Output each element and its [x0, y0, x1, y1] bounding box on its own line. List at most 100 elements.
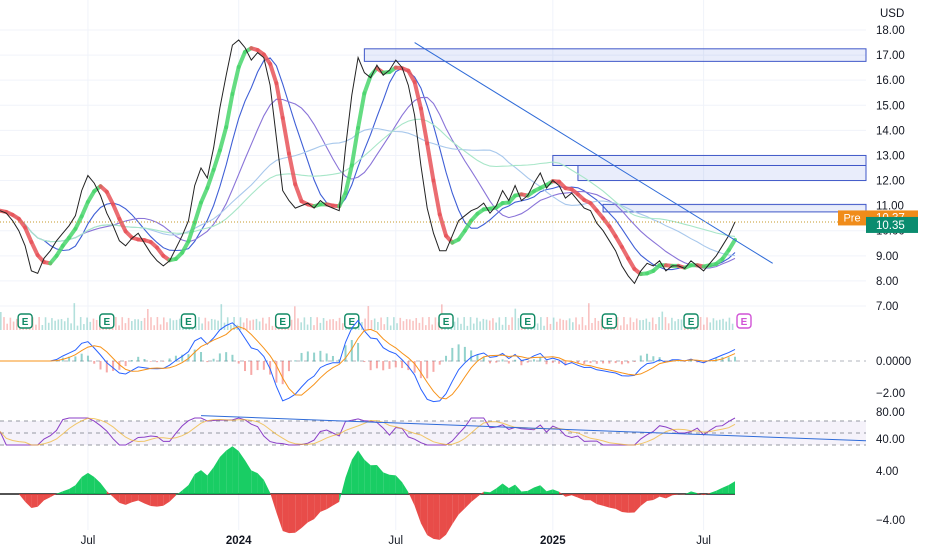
macd-histogram-bar: [313, 353, 315, 362]
macd-histogram-bar: [100, 361, 102, 370]
macd-histogram-bar: [646, 354, 648, 362]
macd-histogram-bar: [263, 361, 265, 370]
time-tick-label: Jul: [696, 535, 711, 547]
upcoming-earnings-marker: E: [737, 314, 751, 328]
volume-bar: [553, 318, 555, 330]
macd-histogram-bar: [401, 361, 403, 368]
volume-bar: [435, 317, 437, 330]
volume-bar: [256, 319, 258, 330]
macd-histogram-bar: [363, 361, 365, 362]
momentum-area: [333, 494, 339, 506]
volume-bar: [495, 323, 497, 330]
trend-overlay-segment: [239, 52, 245, 67]
volume-bar: [339, 318, 341, 330]
macd-histogram-bar: [301, 353, 303, 362]
momentum-area: [716, 488, 722, 494]
volume-bar: [262, 318, 264, 330]
macd-histogram-bar: [640, 356, 642, 362]
earnings-marker: E: [181, 314, 195, 328]
momentum-area: [138, 494, 144, 504]
momentum-tick-label: 4.00: [876, 466, 898, 478]
macd-histogram-bar: [156, 361, 158, 362]
macd-histogram-bar: [615, 361, 617, 363]
volume-bar: [268, 317, 270, 330]
momentum-area: [276, 494, 282, 531]
macd-histogram-bar: [470, 350, 472, 361]
momentum-area: [647, 494, 653, 501]
macd-histogram-bar: [326, 353, 328, 361]
volume-bar: [80, 317, 82, 330]
momentum-area: [584, 494, 590, 500]
momentum-area: [597, 494, 603, 506]
resistance-zone: [578, 165, 866, 180]
momentum-area: [666, 494, 672, 498]
momentum-area: [195, 470, 201, 494]
volume-bar: [153, 325, 155, 330]
macd-histogram-bar: [583, 361, 585, 364]
earnings-marker-label: E: [279, 317, 286, 328]
momentum-area: [188, 474, 194, 494]
volume-bar: [630, 317, 632, 330]
earnings-marker: E: [276, 314, 290, 328]
volume-bar: [83, 324, 85, 330]
volume-bar: [173, 320, 175, 330]
macd-histogram-bar: [439, 361, 441, 365]
volume-bar: [86, 318, 88, 330]
momentum-area: [220, 451, 226, 494]
volume-bar: [342, 323, 344, 330]
volume-bar: [713, 318, 715, 330]
momentum-area: [251, 470, 257, 494]
trend-overlay-segment: [427, 144, 433, 181]
volume-bar: [636, 318, 638, 330]
momentum-area: [389, 475, 395, 494]
volume-bar: [425, 325, 427, 330]
momentum-area: [327, 494, 333, 509]
volume-bar: [594, 318, 596, 330]
trend-overlay-segment: [25, 228, 31, 242]
momentum-area: [710, 491, 716, 494]
volume-bar: [537, 323, 539, 330]
volume-bar: [118, 325, 120, 330]
momentum-area: [302, 494, 308, 528]
volume-bar: [371, 320, 373, 330]
momentum-tick-label: −4.00: [876, 515, 905, 527]
volume-bar: [54, 321, 56, 330]
volume-bar: [550, 324, 552, 330]
volume-bar: [399, 318, 401, 330]
volume-bar: [121, 317, 123, 330]
momentum-area: [19, 494, 25, 502]
momentum-area: [634, 494, 640, 513]
price-tick-label: 15.00: [876, 100, 905, 112]
momentum-area: [427, 494, 433, 539]
macd-tick-label: 0.0000: [876, 356, 911, 368]
macd-histogram-bar: [464, 347, 466, 362]
macd-histogram-bar: [533, 359, 535, 361]
volume-bar: [729, 318, 731, 330]
momentum-area: [515, 485, 521, 494]
volume-bar: [265, 324, 267, 330]
volume-bar: [294, 306, 296, 330]
resistance-zone: [364, 49, 866, 62]
volume-bar: [51, 318, 53, 330]
momentum-area: [490, 488, 496, 494]
momentum-area: [69, 485, 75, 494]
volume-bar: [128, 318, 130, 330]
volume-bar: [668, 323, 670, 330]
momentum-area: [553, 489, 559, 494]
volume-bar: [240, 317, 242, 330]
price-axis: USD 18.0017.0016.0015.0014.0013.0012.001…: [876, 8, 905, 313]
volume-bar: [511, 317, 513, 330]
volume-bar: [709, 322, 711, 330]
earnings-marker-label: E: [741, 317, 748, 328]
momentum-area: [509, 485, 515, 494]
volume-bar: [419, 323, 421, 330]
volume-bar: [719, 320, 721, 330]
earnings-marker-label: E: [688, 317, 695, 328]
volume-bar: [217, 321, 219, 330]
volume-bar: [383, 324, 385, 330]
momentum-area: [132, 494, 138, 502]
volume-bar: [566, 320, 568, 330]
trend-overlay-segment: [119, 219, 125, 232]
